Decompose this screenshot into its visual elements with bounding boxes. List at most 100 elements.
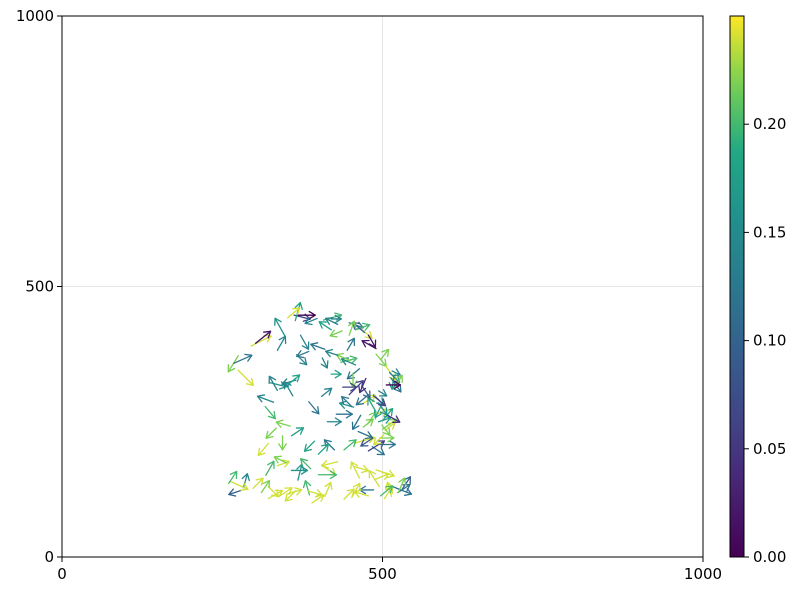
arrow-head xyxy=(403,487,413,496)
arrow-head xyxy=(393,380,401,390)
quiver-arrow xyxy=(228,488,242,497)
arrow-head xyxy=(364,431,373,440)
arrow-shaft xyxy=(284,490,296,502)
arrow-shaft xyxy=(381,418,398,430)
colorbar-tick-label: 0.10 xyxy=(753,332,786,350)
quiver-arrow xyxy=(290,427,305,437)
arrow-head xyxy=(360,464,369,474)
colorbar-tick-label: 0.05 xyxy=(753,440,786,458)
arrow-shaft xyxy=(290,427,305,437)
arrow-head xyxy=(349,355,358,364)
arrow-head xyxy=(334,417,343,427)
arrow-field xyxy=(227,301,413,504)
arrow-head xyxy=(373,437,382,446)
x-tick-label: 1000 xyxy=(684,565,722,583)
arrow-head xyxy=(350,382,358,392)
arrow-head xyxy=(262,330,272,339)
plot-area xyxy=(62,16,703,557)
arrow-head xyxy=(381,471,390,481)
quiver-arrow xyxy=(256,394,275,403)
quiver-arrow xyxy=(372,395,387,407)
quiver-arrow xyxy=(286,374,301,386)
arrow-shaft xyxy=(256,395,275,403)
quiver-arrow xyxy=(317,470,338,480)
arrow-shaft xyxy=(346,337,355,351)
arrow-head xyxy=(302,480,312,489)
x-tick-label: 0 xyxy=(57,565,67,583)
arrow-head xyxy=(278,443,287,451)
arrow-shaft xyxy=(343,488,355,500)
arrow-head xyxy=(346,488,355,497)
arrow-shaft xyxy=(397,483,411,494)
arrow-head xyxy=(373,409,382,419)
arrow-head xyxy=(346,371,356,380)
arrow-head xyxy=(308,310,316,320)
arrow-shaft xyxy=(276,335,287,351)
arrow-shaft xyxy=(384,421,396,432)
arrow-shaft xyxy=(254,330,272,344)
arrow-shaft xyxy=(355,394,370,406)
arrow-head xyxy=(324,317,334,325)
quiver-arrow xyxy=(401,476,412,490)
arrow-shaft xyxy=(381,424,391,436)
quiver-arrow xyxy=(310,342,326,351)
quiver-arrow xyxy=(324,317,339,326)
arrow-shaft xyxy=(296,350,310,358)
arrow-head xyxy=(382,427,391,436)
quiver-arrow xyxy=(360,437,374,447)
arrow-head xyxy=(227,364,236,373)
arrow-shaft xyxy=(361,340,377,350)
arrow-head xyxy=(281,459,291,468)
arrow-head xyxy=(386,469,395,479)
arrow-head xyxy=(275,419,284,428)
quiver-arrow xyxy=(397,477,407,493)
quiver-arrow xyxy=(268,375,279,392)
arrow-shaft xyxy=(257,442,270,457)
arrow-shaft xyxy=(307,490,323,496)
quiver-arrow xyxy=(324,481,333,498)
arrow-shaft xyxy=(374,472,390,481)
quiver-arrow xyxy=(367,397,377,413)
arrow-shaft xyxy=(308,401,320,415)
quiver-arrow xyxy=(278,435,287,451)
arrow-shaft xyxy=(242,473,249,489)
arrow-shaft xyxy=(362,418,374,428)
arrow-head xyxy=(379,388,388,397)
quiver-arrow xyxy=(329,329,343,338)
arrow-head xyxy=(351,421,360,430)
arrow-shaft xyxy=(252,477,264,489)
arrow-head xyxy=(273,455,282,464)
arrow-head xyxy=(268,375,277,385)
quiver-arrow xyxy=(355,394,370,406)
quiver-arrow xyxy=(303,440,316,452)
arrow-head xyxy=(320,460,329,469)
arrow-shaft xyxy=(393,374,403,390)
x-tick-label: 500 xyxy=(368,565,397,583)
arrow-shaft xyxy=(318,321,332,331)
arrow-shaft xyxy=(233,354,253,364)
arrow-shaft xyxy=(304,480,311,496)
arrow-head xyxy=(376,447,385,456)
colorbar-tick-label: 0.20 xyxy=(753,115,786,133)
arrow-head xyxy=(299,357,308,366)
quiver-arrow xyxy=(318,321,332,331)
arrow-head xyxy=(334,314,342,324)
arrow-shaft xyxy=(324,350,339,356)
arrow-head xyxy=(350,461,359,470)
arrow-shaft xyxy=(357,430,373,439)
arrow-head xyxy=(316,494,325,502)
quiver-arrow xyxy=(379,348,390,361)
quiver-arrow xyxy=(308,401,320,415)
quiver-arrow xyxy=(361,339,377,350)
arrow-shaft xyxy=(274,317,286,337)
quiver-arrow xyxy=(299,334,310,350)
arrow-head xyxy=(367,397,375,406)
arrow-head xyxy=(355,397,364,406)
arrow-shaft xyxy=(265,427,277,439)
quiver-arrow xyxy=(367,334,377,348)
quiver-arrow xyxy=(343,439,357,451)
arrow-head xyxy=(358,384,367,394)
arrow-head xyxy=(244,353,253,362)
quiver-arrow xyxy=(385,413,401,424)
quiver-arrow xyxy=(353,464,369,474)
